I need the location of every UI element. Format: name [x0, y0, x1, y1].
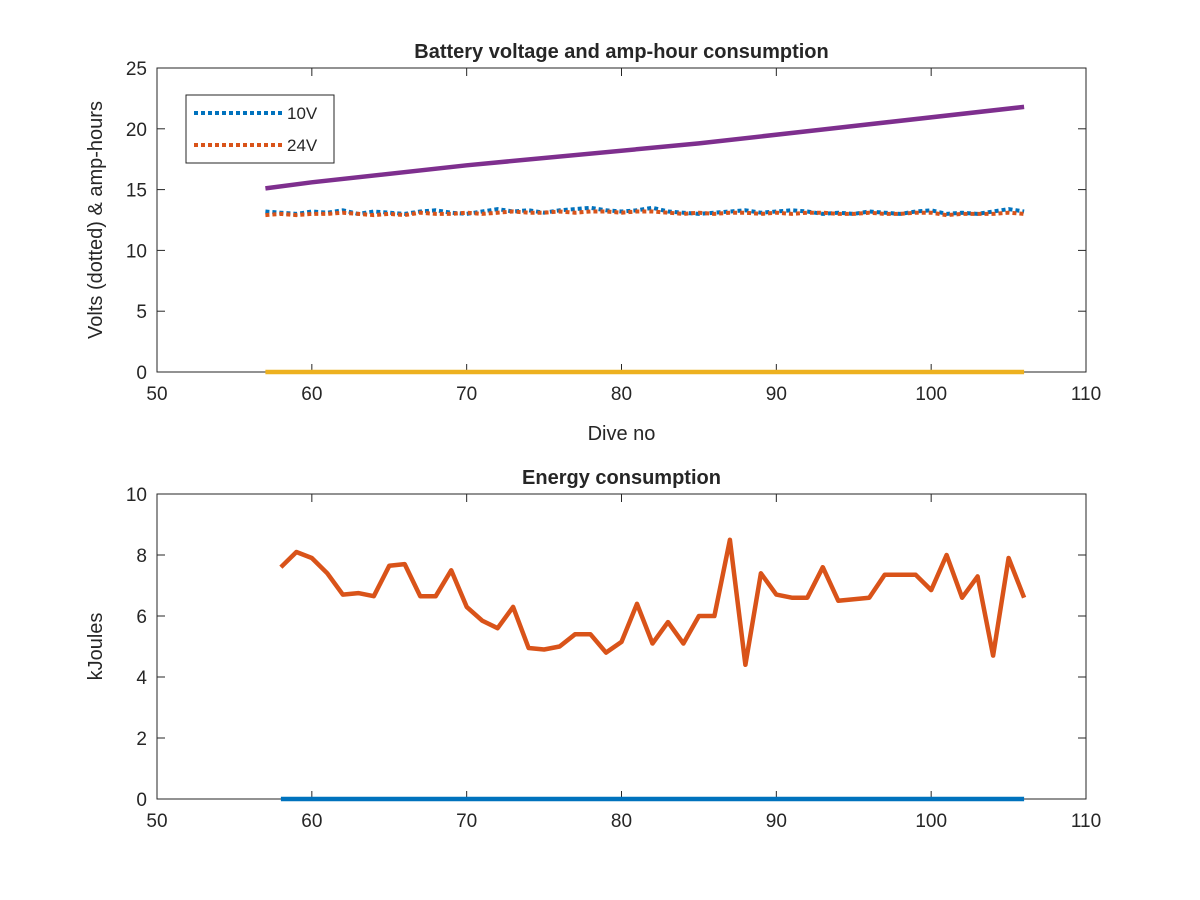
y-tick-label: 6	[136, 607, 147, 628]
x-tick-label: 70	[456, 384, 477, 405]
voltage-amphour-title: Battery voltage and amp-hour consumption	[414, 41, 828, 63]
y-tick-label: 8	[136, 546, 147, 567]
legend-label-24v: 24V	[287, 136, 318, 155]
x-tick-label: 90	[766, 811, 787, 832]
x-tick-label: 80	[611, 811, 632, 832]
y-tick-label: 10	[126, 241, 147, 262]
energy-axes: 50 60 70 80 90 100 110 0 2 4 6 8 10 Energy consumpti…	[85, 467, 1101, 832]
x-tick-label: 60	[301, 384, 322, 405]
x-tick-label: 110	[1071, 811, 1101, 832]
voltage-amphour-y-axis-label: Volts (dotted) & amp-hours	[85, 101, 107, 339]
x-tick-label: 70	[456, 811, 477, 832]
y-tick-label: 10	[126, 485, 147, 506]
legend-box	[185, 94, 335, 164]
series-line-0-1	[265, 209, 1025, 218]
y-tick-label: 0	[136, 363, 147, 384]
voltage-amphour-series	[265, 104, 1025, 375]
legend-label-10v: 10V	[287, 104, 318, 123]
y-tick-label: 15	[126, 181, 147, 202]
y-tick-label: 25	[126, 59, 147, 80]
x-tick-label: 60	[301, 811, 322, 832]
y-tick-label: 4	[136, 668, 147, 689]
x-tick-label: 80	[611, 384, 632, 405]
x-tick-label: 50	[146, 384, 167, 405]
energy-title: Energy consumption	[522, 467, 721, 489]
y-tick-label: 0	[136, 790, 147, 811]
x-tick-label: 100	[915, 384, 947, 405]
y-tick-label: 20	[126, 120, 147, 141]
energy-plot-area	[156, 493, 1087, 800]
x-tick-label: 110	[1071, 384, 1101, 405]
y-tick-label: 5	[136, 302, 147, 323]
voltage-amphour-ticks: 50 60 70 80 90 100 110 0 5 10 15 20 25	[126, 59, 1101, 405]
voltage-amphour-x-axis-label: Dive no	[588, 423, 656, 445]
y-tick-label: 2	[136, 729, 147, 750]
energy-y-axis-label: kJoules	[85, 613, 107, 681]
series-line-0-2	[265, 104, 1025, 191]
voltage-amphour-legend: 10V 24V	[185, 94, 335, 164]
x-tick-label: 90	[766, 384, 787, 405]
voltage-amphour-axes: 50 60 70 80 90 100 110 0 5 10 15 20 25 Battery volta…	[85, 41, 1101, 445]
energy-ticks: 50 60 70 80 90 100 110 0 2 4 6 8 10	[126, 485, 1101, 832]
x-tick-label: 50	[146, 811, 167, 832]
energy-series	[279, 537, 1027, 802]
x-tick-label: 100	[915, 811, 947, 832]
series-line-1-0	[279, 537, 1027, 668]
